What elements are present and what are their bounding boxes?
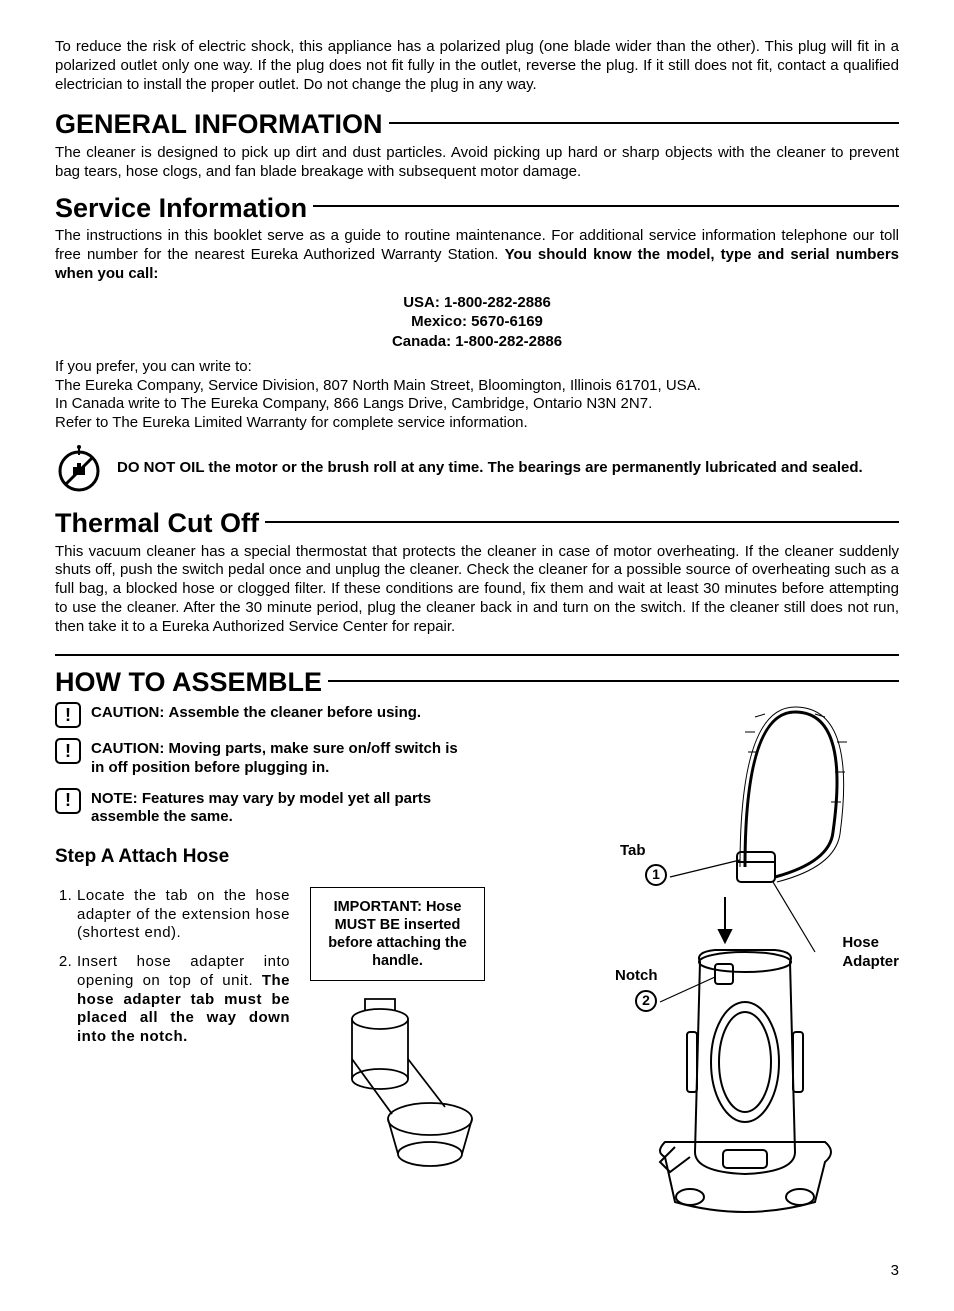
step-list: Locate the tab on the hose adapter of th… <box>55 887 290 1057</box>
caution-row-1: ! CAUTION: Assemble the cleaner before u… <box>55 702 485 728</box>
thermal-heading: Thermal Cut Off <box>55 507 899 541</box>
phone-mexico: Mexico: 5670-6169 <box>55 313 899 332</box>
phone-usa: USA: 1-800-282-2886 <box>55 294 899 313</box>
caution-text-3: NOTE: Features may vary by model yet all… <box>91 788 471 828</box>
caution-icon: ! <box>55 788 81 814</box>
assemble-title: How to Assemble <box>55 666 322 700</box>
service-info-body: The instructions in this booklet serve a… <box>55 227 899 283</box>
caution-msg-3: Features may vary by model yet all parts… <box>91 790 431 826</box>
general-info-body: The cleaner is designed to pick up dirt … <box>55 144 899 182</box>
caution-text-1: CAUTION: Assemble the cleaner before usi… <box>91 702 421 723</box>
address-block: If you prefer, you can write to: The Eur… <box>55 358 899 433</box>
step-1: Locate the tab on the hose adapter of th… <box>77 887 290 943</box>
caution-label-3: NOTE: <box>91 790 138 807</box>
caution-icon: ! <box>55 738 81 764</box>
hose-connector-diagram <box>310 989 485 1169</box>
intro-paragraph: To reduce the risk of electric shock, th… <box>55 38 899 94</box>
service-info-heading: Service Information <box>55 192 899 226</box>
step-a-heading: Step A Attach Hose <box>55 845 485 869</box>
vacuum-diagram: Tab 1 Hose Adapter Notch 2 <box>515 702 899 1242</box>
page-number: 3 <box>55 1262 899 1281</box>
thermal-body: This vacuum cleaner has a special thermo… <box>55 543 899 637</box>
caution-label-2: CAUTION: <box>91 740 164 757</box>
no-oil-warning: DO NOT OIL the motor or the brush roll a… <box>55 445 899 493</box>
address-line-1: The Eureka Company, Service Division, 80… <box>55 377 899 396</box>
caution-label-1: CAUTION: <box>91 704 164 721</box>
heading-rule <box>313 205 899 207</box>
heading-rule <box>389 122 900 124</box>
caution-text-2: CAUTION: Moving parts, make sure on/off … <box>91 738 471 778</box>
caution-row-2: ! CAUTION: Moving parts, make sure on/of… <box>55 738 485 778</box>
address-line-2: In Canada write to The Eureka Company, 8… <box>55 395 899 414</box>
caution-icon: ! <box>55 702 81 728</box>
caution-msg-1: Assemble the cleaner before using. <box>169 704 422 721</box>
step-2: Insert hose adapter into opening on top … <box>77 953 290 1047</box>
thermal-title: Thermal Cut Off <box>55 507 259 541</box>
phone-canada: Canada: 1-800-282-2886 <box>55 333 899 352</box>
assemble-heading: How to Assemble <box>55 666 899 700</box>
heading-rule <box>328 680 899 682</box>
caution-row-3: ! NOTE: Features may vary by model yet a… <box>55 788 485 828</box>
write-intro: If you prefer, you can write to: <box>55 358 899 377</box>
no-oil-icon <box>55 445 103 493</box>
service-info-title: Service Information <box>55 192 307 226</box>
no-oil-text: DO NOT OIL the motor or the brush roll a… <box>117 445 863 478</box>
heading-rule <box>265 521 899 523</box>
general-info-title: General Information <box>55 108 383 142</box>
general-info-heading: General Information <box>55 108 899 142</box>
important-box: IMPORTANT: Hose MUST BE inserted before … <box>310 887 485 982</box>
address-line-3: Refer to The Eureka Limited Warranty for… <box>55 414 899 433</box>
phone-block: USA: 1-800-282-2886 Mexico: 5670-6169 Ca… <box>55 294 899 352</box>
section-divider <box>55 654 899 656</box>
step-2-prefix: Insert hose adapter into opening on top … <box>77 953 290 989</box>
